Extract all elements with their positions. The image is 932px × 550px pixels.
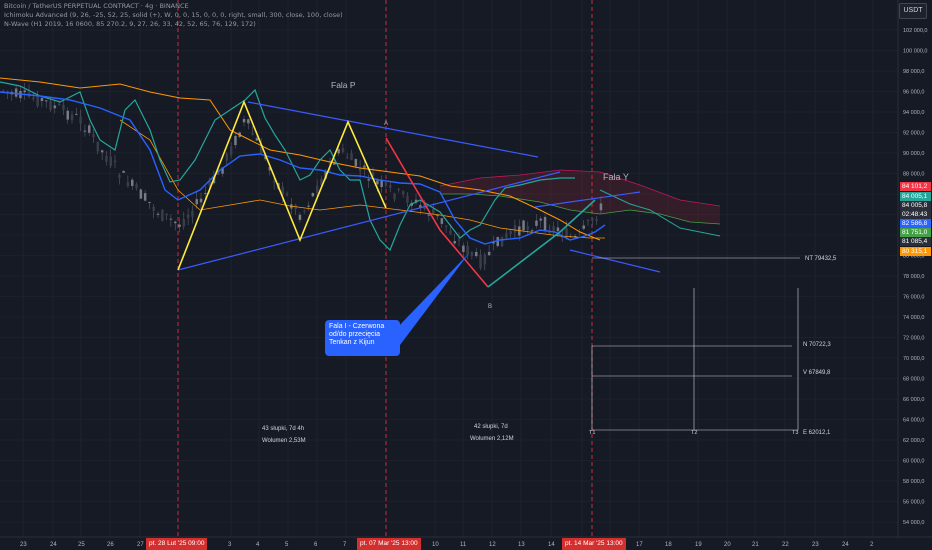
bars-count-2: 42 słupki, 7d bbox=[474, 424, 508, 430]
time-tick-label: 3 bbox=[228, 542, 232, 548]
date-highlight-1: pt. 28 Lut '25 09:00 bbox=[146, 538, 208, 550]
time-tick-label: 21 bbox=[752, 542, 759, 548]
time-tick-label: 17 bbox=[636, 542, 643, 548]
symbol-header[interactable]: Bitcoin / TetherUS PERPETUAL CONTRACT · … bbox=[4, 2, 189, 10]
price-tick-label: 56 000,0 bbox=[903, 500, 924, 506]
wave-letter-b: B bbox=[488, 304, 492, 310]
time-tick-label: 13 bbox=[518, 542, 525, 548]
price-axis[interactable]: 102 000,0 100 000,0 98 000,0 96 000,0 94 000… bbox=[903, 28, 927, 526]
time-tick-label: 23 bbox=[812, 542, 819, 548]
time-axis[interactable]: 2324252627345671011121314151617181920212… bbox=[20, 542, 874, 548]
price-tag: 84 005,1 bbox=[900, 192, 931, 201]
grid bbox=[0, 0, 898, 537]
callout-pointer bbox=[395, 252, 470, 345]
price-tag: 80 315,1 bbox=[900, 247, 931, 256]
right-upper-line bbox=[534, 191, 641, 208]
price-tick-label: 66 000,0 bbox=[903, 397, 924, 403]
price-tick-label: 96 000,0 bbox=[903, 90, 924, 96]
nve-box bbox=[591, 288, 799, 431]
price-tick-label: 88 000,0 bbox=[903, 172, 924, 178]
time-tick-label: 19 bbox=[695, 542, 702, 548]
fala-p-label: Fala P bbox=[331, 80, 356, 90]
price-tick-label: 92 000,0 bbox=[903, 131, 924, 137]
price-tick-label: 70 000,0 bbox=[903, 356, 924, 362]
price-tick-label: 78 000,0 bbox=[903, 274, 924, 280]
time-tick-label: 25 bbox=[78, 542, 85, 548]
fala-callout[interactable]: Fala I - Czerwona od/do przecięcia Tenka… bbox=[325, 320, 400, 356]
indicator-ichimoku-header[interactable]: Ichimoku Advanced (9, 26, -25, 52, 25, s… bbox=[4, 11, 343, 19]
t1-label: T1 bbox=[589, 430, 595, 436]
n-label: N 70722,3 bbox=[803, 342, 831, 348]
price-tick-label: 90 000,0 bbox=[903, 151, 924, 157]
indicator-nwave-header[interactable]: N-Wave (H1 2019, 16 0600, 85 270.2, 9, 2… bbox=[4, 20, 256, 28]
price-tick-label: 54 000,0 bbox=[903, 520, 924, 526]
wave-letter-a: A bbox=[384, 121, 388, 127]
price-tag: 84 101,2 bbox=[900, 182, 931, 191]
time-tick-label: 24 bbox=[50, 542, 57, 548]
time-tick-label: 24 bbox=[842, 542, 849, 548]
volume-1: Wolumen 2,53M bbox=[262, 438, 306, 444]
green-line-2 bbox=[599, 189, 721, 237]
lower-trendline bbox=[177, 171, 561, 271]
price-tick-label: 64 000,0 bbox=[903, 418, 924, 424]
yellow-wave bbox=[177, 99, 387, 271]
t3-label: T3 bbox=[792, 430, 798, 436]
volume-2: Wolumen 2,12M bbox=[470, 436, 514, 442]
blue-line bbox=[0, 91, 606, 245]
time-tick-label: 4 bbox=[256, 542, 260, 548]
time-tick-label: 27 bbox=[137, 542, 144, 548]
time-tick-label: 22 bbox=[782, 542, 789, 548]
time-tick-label: 23 bbox=[20, 542, 27, 548]
e-label: E 62012,1 bbox=[803, 430, 831, 436]
time-tick-label: 7 bbox=[343, 542, 347, 548]
teal-wave bbox=[487, 199, 596, 288]
price-tick-label: 94 000,0 bbox=[903, 110, 924, 116]
price-tick-label: 68 000,0 bbox=[903, 377, 924, 383]
time-tick-label: 11 bbox=[460, 542, 467, 548]
senkou-a bbox=[440, 193, 721, 225]
date-highlight-2: pt. 07 Mar '25 13:00 bbox=[357, 538, 421, 550]
price-tag: 81 751,0 bbox=[900, 228, 931, 237]
date-highlight-3: pt. 14 Mar '25 13:00 bbox=[562, 538, 626, 550]
v-label: V 67849,8 bbox=[803, 370, 831, 376]
orange-line bbox=[0, 77, 601, 241]
price-tick-label: 102 000,0 bbox=[903, 28, 927, 34]
price-tick-label: 58 000,0 bbox=[903, 479, 924, 485]
currency-button[interactable]: USDT bbox=[899, 3, 927, 19]
upper-trendline bbox=[247, 101, 539, 158]
price-tick-label: 72 000,0 bbox=[903, 336, 924, 342]
price-tick-label: 98 000,0 bbox=[903, 69, 924, 75]
right-lower-line bbox=[569, 249, 661, 273]
time-tick-label: 5 bbox=[285, 542, 289, 548]
time-tick-label: 10 bbox=[432, 542, 439, 548]
price-tick-label: 100 000,0 bbox=[903, 49, 927, 55]
price-tick-label: 76 000,0 bbox=[903, 295, 924, 301]
orange-line-2 bbox=[119, 119, 605, 239]
time-tick-label: 26 bbox=[107, 542, 114, 548]
time-tick-label: 14 bbox=[548, 542, 555, 548]
time-tick-label: 2 bbox=[870, 542, 874, 548]
price-tag: 84 005,8 bbox=[900, 201, 931, 210]
price-tag: 81 085,4 bbox=[900, 237, 931, 246]
price-tag: 82 586,8 bbox=[900, 219, 931, 228]
red-wave bbox=[385, 137, 489, 288]
price-tick-label: 80 000,0 bbox=[903, 254, 924, 260]
senkou-b bbox=[439, 169, 721, 207]
fala-y-label: Fala Y bbox=[603, 172, 629, 182]
time-tick-label: 18 bbox=[665, 542, 672, 548]
bars-count-1: 43 słupki, 7d 4h bbox=[262, 426, 304, 432]
price-tick-label: 60 000,0 bbox=[903, 459, 924, 465]
price-tick-label: 62 000,0 bbox=[903, 438, 924, 444]
time-tick-label: 20 bbox=[724, 542, 731, 548]
price-tick-label: 74 000,0 bbox=[903, 315, 924, 321]
price-tag: 02:48:43 bbox=[900, 210, 931, 219]
time-tick-label: 6 bbox=[314, 542, 318, 548]
nt-label: NT 79432,5 bbox=[805, 256, 837, 262]
time-tick-label: 12 bbox=[489, 542, 496, 548]
t2-label: T2 bbox=[691, 430, 697, 436]
